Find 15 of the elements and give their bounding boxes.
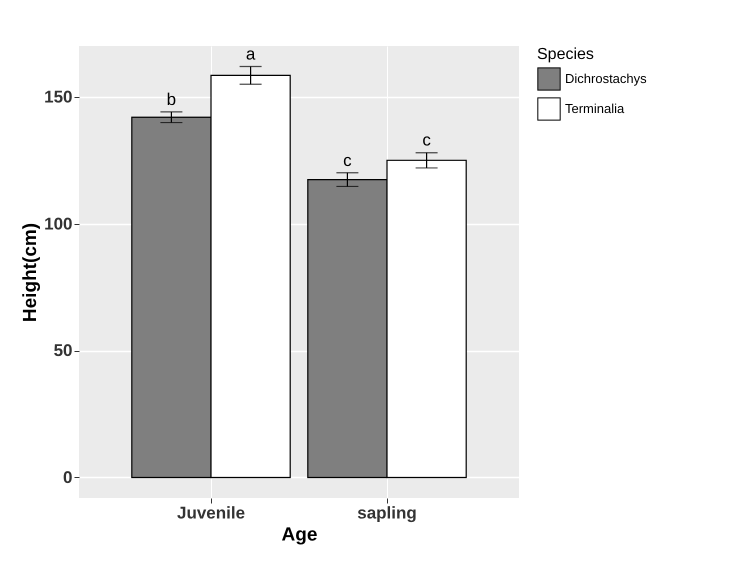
annotation: b <box>166 90 176 109</box>
annotation: c <box>422 130 432 150</box>
x-axis-title: Age <box>282 524 318 546</box>
x-tick-label: Juvenile <box>176 504 246 522</box>
legend-label: Dichrostachys <box>565 71 648 86</box>
x-tick-label: sapling <box>357 504 417 522</box>
annotation: a <box>246 44 256 64</box>
annotation: c <box>343 150 352 170</box>
y-tick-label: 100 <box>44 214 72 234</box>
y-tick-label: 50 <box>54 341 72 360</box>
legend-title: Species <box>537 46 594 63</box>
y-tick-label: 150 <box>44 88 72 107</box>
y-tick-label: 0 <box>63 468 72 487</box>
y-axis-title: Height(cm) <box>20 222 42 322</box>
legend-label: Terminalia <box>565 101 626 116</box>
